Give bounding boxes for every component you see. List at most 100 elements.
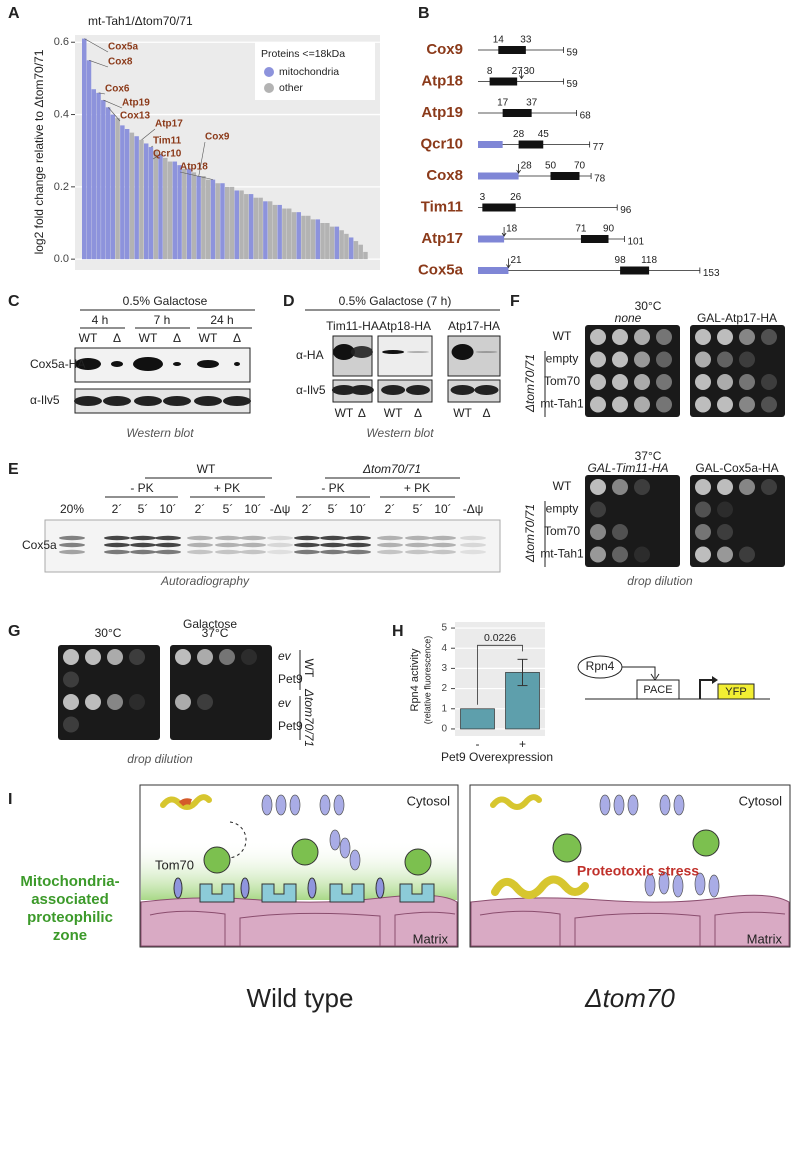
temperature-label: 37°C xyxy=(202,626,229,640)
position-label: 8 xyxy=(487,66,493,77)
bar xyxy=(282,208,287,260)
bar xyxy=(120,125,125,260)
zone-label: zone xyxy=(53,927,87,944)
colony-spot xyxy=(219,649,235,665)
band xyxy=(75,358,101,370)
row-label: α-HA xyxy=(296,348,324,362)
position-label: 98 xyxy=(615,255,627,266)
legend-swatch xyxy=(264,67,274,77)
bar xyxy=(272,204,278,260)
band xyxy=(155,549,181,555)
plate xyxy=(690,475,785,567)
position-label: 50 xyxy=(545,161,557,172)
band xyxy=(294,535,320,541)
legend-label: mitochondria xyxy=(279,66,339,78)
bar xyxy=(177,165,182,260)
strain-label: WT xyxy=(197,462,216,476)
bar xyxy=(158,154,163,260)
band xyxy=(406,351,429,353)
band xyxy=(430,535,456,541)
y-tick-label: 0.2 xyxy=(54,181,69,193)
colony-spot xyxy=(63,716,79,733)
colony-spot xyxy=(695,374,711,390)
bar xyxy=(220,183,225,260)
treatment-label: - PK xyxy=(130,481,153,495)
colony-spot xyxy=(85,694,101,710)
length-label: 59 xyxy=(567,48,579,59)
colony-spot xyxy=(739,396,755,413)
band xyxy=(405,385,430,395)
colony-spot xyxy=(590,351,606,368)
temperature-label: 30°C xyxy=(95,626,122,640)
band xyxy=(173,362,181,366)
band xyxy=(59,542,85,548)
plate xyxy=(58,645,160,740)
colony-spot xyxy=(612,329,628,345)
leader-line xyxy=(103,99,123,109)
bar xyxy=(239,190,244,260)
presequence xyxy=(478,267,509,274)
band xyxy=(187,549,213,555)
annotation: Cox8 xyxy=(108,57,133,68)
y-tick-label: 5 xyxy=(441,623,447,634)
leader-line xyxy=(98,92,106,95)
y-tick-label: 4 xyxy=(441,643,447,654)
annotation: Cox9 xyxy=(205,132,230,143)
colony-spot xyxy=(634,396,650,413)
lane-label: WT xyxy=(199,331,218,345)
leader-line xyxy=(141,128,156,141)
y-axis-sublabel: (relative fluorescence) xyxy=(422,636,432,725)
colony-spot xyxy=(612,374,628,390)
band xyxy=(430,542,456,548)
colony-spot xyxy=(634,329,650,345)
x-tick-label: - xyxy=(476,737,480,751)
model-wild-type xyxy=(139,784,459,948)
strain-row-label: empty xyxy=(546,352,579,366)
bar xyxy=(143,143,149,260)
band xyxy=(194,396,222,406)
band xyxy=(234,362,240,366)
band xyxy=(134,396,162,406)
strain-row-label: Tom70 xyxy=(544,524,580,538)
plate xyxy=(690,325,785,417)
colony-spot xyxy=(717,374,733,390)
band xyxy=(59,549,85,555)
band xyxy=(187,542,213,548)
colony-spot xyxy=(197,694,213,710)
y-tick-label: 2 xyxy=(441,683,447,694)
protein-name: Cox5a xyxy=(418,261,464,278)
reporter-box xyxy=(717,683,755,700)
bar xyxy=(134,136,139,260)
reporter-label: YFP xyxy=(725,686,746,698)
band xyxy=(350,346,373,358)
significance-bracket xyxy=(477,644,523,705)
strain-row-label: empty xyxy=(546,502,579,516)
length-label: 77 xyxy=(593,142,605,153)
band xyxy=(345,542,371,548)
lane-label: Δ xyxy=(113,331,121,345)
protein-name: Cox9 xyxy=(426,41,463,58)
colony-spot xyxy=(590,479,606,495)
promoter-label: PACE xyxy=(643,684,672,696)
control-label: -Δψ xyxy=(463,502,484,516)
annotation: Tim11 xyxy=(153,136,182,147)
band xyxy=(377,549,403,555)
protein-name: Qcr10 xyxy=(420,135,463,152)
plate xyxy=(585,475,680,567)
band xyxy=(130,549,156,555)
time-label: 4 h xyxy=(92,313,109,327)
colony-spot xyxy=(85,649,101,665)
panel-letter: F xyxy=(510,293,520,310)
cleavage-arrowhead xyxy=(519,75,524,80)
medium-label: Galactose xyxy=(183,617,237,631)
colony-spot xyxy=(695,501,711,518)
band xyxy=(405,535,431,541)
time-label: 10´ xyxy=(159,502,176,516)
bar xyxy=(210,179,216,260)
binding-arrow xyxy=(622,666,656,678)
row-label: Cox5a xyxy=(22,538,57,552)
y-tick-label: 0.4 xyxy=(54,108,69,120)
colony-spot xyxy=(175,694,191,710)
lane-label: WT xyxy=(335,406,354,420)
band xyxy=(381,385,406,395)
